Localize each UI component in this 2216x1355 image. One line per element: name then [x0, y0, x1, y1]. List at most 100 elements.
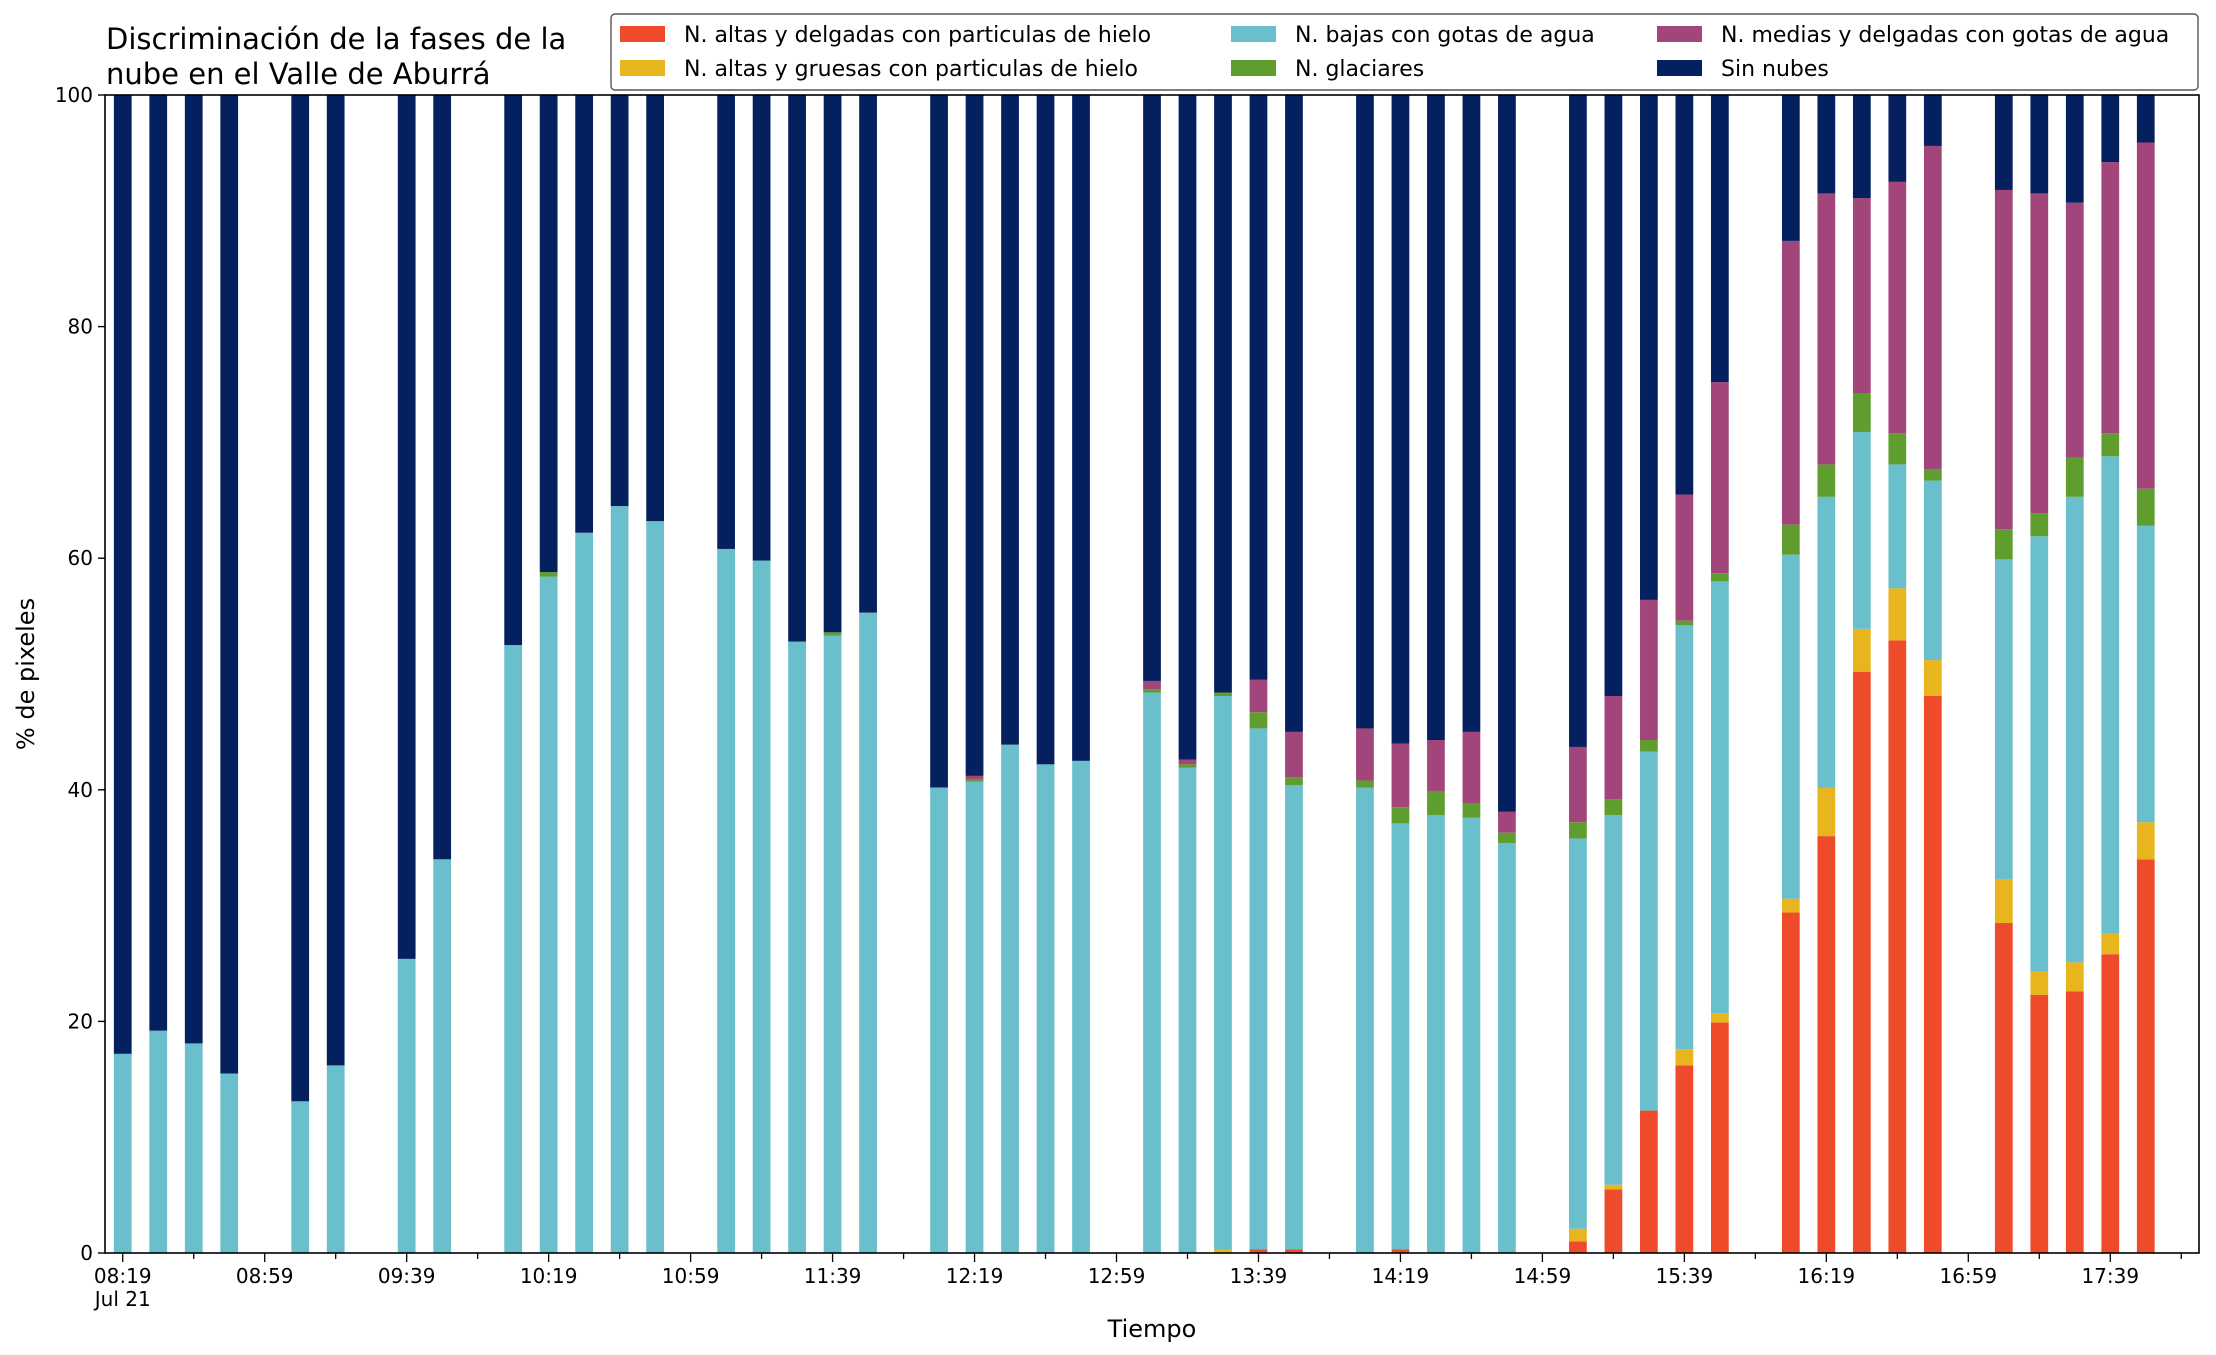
bar-segment — [1781, 95, 1800, 241]
bar-segment — [1923, 95, 1942, 146]
legend: N. altas y delgadas con particulas de hi… — [610, 13, 2199, 91]
chart-title-line-2: nube en el Valle de Aburrá — [106, 57, 491, 91]
bar-segment — [1817, 787, 1836, 837]
bar-segment — [1604, 799, 1623, 816]
bar-segment — [1569, 95, 1587, 747]
bar-segment — [1498, 811, 1516, 833]
bar-segment — [326, 1065, 345, 1253]
bar-segment — [1285, 777, 1303, 786]
y-tick-label: 80 — [68, 315, 93, 339]
bar-segment — [1036, 95, 1055, 765]
bar-segment — [1462, 95, 1481, 732]
bar-segment — [291, 1101, 310, 1253]
x-tick-label: 15:39 — [1656, 1264, 1714, 1288]
bar-segment — [1888, 640, 1907, 1253]
bar-segment — [1852, 95, 1871, 199]
bar-segment — [1036, 764, 1055, 1253]
bar-segment — [2101, 433, 2120, 457]
bar-segment — [2030, 971, 2049, 995]
bar-segment — [1710, 1022, 1729, 1253]
bar-segment — [965, 775, 984, 780]
x-tick-label: 11:39 — [804, 1264, 862, 1288]
y-tick-label: 60 — [68, 546, 93, 570]
bar-segment — [1604, 1184, 1623, 1190]
bar-segment — [2065, 496, 2084, 963]
bar-segment — [1356, 787, 1374, 1253]
bar-segment — [2136, 95, 2155, 143]
bar-segment — [1072, 95, 1090, 761]
chart-title-line-1: Discriminación de la fases de la — [106, 22, 566, 56]
bar-segment — [1391, 807, 1410, 824]
bar-segment — [1781, 524, 1800, 555]
bar-segment — [2030, 536, 2049, 972]
bar-segment — [1888, 464, 1907, 589]
bar-segment — [646, 521, 664, 1253]
bar-segment — [752, 95, 771, 561]
bar-segment — [1675, 494, 1694, 621]
bar-segment — [1001, 95, 1019, 745]
bar-segment — [1852, 431, 1871, 629]
bar-segment — [1462, 731, 1481, 804]
bar-segment — [1675, 1065, 1694, 1253]
bar-segment — [1923, 469, 1942, 481]
bar-segment — [1356, 95, 1374, 729]
bar-segment — [1923, 145, 1942, 470]
bar-segment — [1852, 393, 1871, 432]
bar-segment — [1249, 679, 1268, 713]
bar-segment — [1710, 382, 1729, 574]
bar-segment — [930, 95, 948, 788]
bar-segment — [220, 1073, 239, 1253]
bar-segment — [1391, 1249, 1410, 1253]
x-tick-label: 08:59 — [236, 1264, 294, 1288]
bar-segment — [1569, 822, 1587, 839]
bar-segment — [965, 95, 984, 776]
bar-segment — [1569, 838, 1587, 1229]
x-tick-label: 14:19 — [1372, 1264, 1430, 1288]
bar-stacks — [113, 95, 2155, 1254]
legend-label: N. altas y gruesas con particulas de hie… — [684, 57, 1138, 82]
bar-segment — [1781, 240, 1800, 525]
bar-segment — [1285, 785, 1303, 1250]
legend-label: N. bajas con gotas de agua — [1295, 23, 1595, 48]
bar-segment — [2101, 933, 2120, 955]
x-tick-label: 12:59 — [1088, 1264, 1146, 1288]
bar-segment — [2065, 991, 2084, 1253]
y-tick-label: 20 — [68, 1009, 93, 1033]
legend-swatch — [1657, 26, 1702, 42]
bar-segment — [1994, 189, 2013, 530]
bar-segment — [1604, 1189, 1623, 1253]
bar-segment — [2101, 456, 2120, 934]
bar-segment — [220, 95, 239, 1074]
bar-segment — [1143, 689, 1161, 693]
bar-segment — [2030, 95, 2049, 194]
bar-segment — [1427, 815, 1445, 1253]
bar-segment — [2101, 954, 2120, 1253]
bar-segment — [1640, 95, 1658, 600]
bar-segment — [184, 95, 203, 1044]
x-tick-label: 16:19 — [1798, 1264, 1856, 1288]
y-axis: 0 20 40 60 80 100 — [55, 83, 105, 1265]
x-axis-label: Tiempo — [1107, 1315, 1197, 1343]
x-tick-label: 13:39 — [1230, 1264, 1288, 1288]
bar-segment — [1781, 898, 1800, 913]
bar-segment — [2030, 513, 2049, 537]
bar-segment — [1285, 95, 1303, 732]
legend-swatch — [620, 26, 665, 42]
bar-segment — [1923, 480, 1942, 661]
bar-segment — [1143, 95, 1161, 681]
bar-segment — [965, 779, 984, 782]
y-axis-label: % de pixeles — [12, 598, 40, 750]
bar-segment — [1640, 740, 1658, 752]
bar-segment — [1994, 559, 2013, 879]
bar-segment — [1427, 790, 1445, 816]
bar-segment — [1817, 464, 1836, 497]
bar-segment — [1072, 760, 1090, 1253]
bar-segment — [1888, 588, 1907, 641]
bar-segment — [1285, 1249, 1303, 1253]
bar-segment — [717, 95, 735, 549]
x-tick-sublabel: Jul 21 — [93, 1287, 151, 1311]
bar-segment — [1675, 95, 1694, 495]
bar-segment — [1178, 767, 1197, 1253]
bar-segment — [184, 1043, 203, 1253]
bar-segment — [823, 632, 842, 636]
